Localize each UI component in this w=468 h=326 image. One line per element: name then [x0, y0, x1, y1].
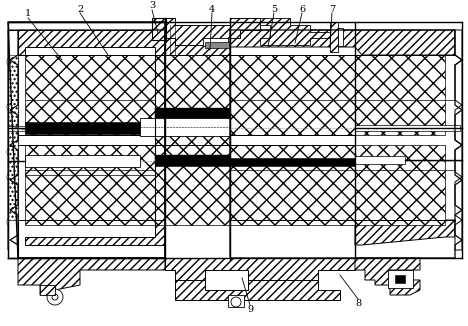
Text: 3: 3: [149, 2, 155, 10]
Circle shape: [7, 147, 17, 157]
Text: 9: 9: [247, 304, 253, 314]
Bar: [230, 55, 355, 135]
Bar: [25, 122, 140, 134]
Bar: [230, 145, 355, 225]
Bar: [355, 55, 445, 135]
Bar: [40, 285, 55, 295]
Bar: [8, 55, 18, 220]
Bar: [155, 155, 230, 165]
Polygon shape: [230, 30, 455, 55]
Circle shape: [47, 289, 63, 305]
Text: 2: 2: [77, 5, 83, 13]
Polygon shape: [230, 220, 455, 245]
Circle shape: [7, 217, 17, 227]
Bar: [25, 155, 140, 167]
Circle shape: [231, 297, 241, 307]
Polygon shape: [18, 220, 165, 245]
Polygon shape: [165, 258, 355, 280]
Circle shape: [52, 294, 58, 300]
Bar: [228, 295, 244, 307]
Bar: [330, 22, 338, 52]
Bar: [155, 55, 230, 225]
Polygon shape: [18, 258, 165, 295]
Bar: [355, 125, 460, 131]
Bar: [155, 108, 230, 118]
Bar: [25, 145, 155, 225]
Polygon shape: [355, 258, 420, 295]
Text: 7: 7: [329, 5, 335, 13]
Text: 4: 4: [209, 5, 215, 13]
Text: 6: 6: [299, 5, 305, 13]
Polygon shape: [8, 30, 18, 258]
Polygon shape: [18, 30, 165, 55]
Circle shape: [7, 172, 17, 182]
Bar: [140, 118, 230, 136]
Bar: [152, 18, 166, 40]
Text: 1: 1: [25, 9, 31, 19]
Bar: [155, 158, 355, 166]
Polygon shape: [455, 30, 462, 250]
Polygon shape: [205, 42, 230, 48]
Text: 8: 8: [355, 299, 361, 307]
Circle shape: [7, 102, 17, 112]
Bar: [355, 145, 445, 225]
Bar: [25, 55, 155, 135]
Text: 5: 5: [271, 5, 277, 13]
Bar: [8, 126, 25, 131]
Bar: [203, 38, 228, 46]
Polygon shape: [8, 30, 18, 250]
Polygon shape: [260, 18, 330, 45]
Circle shape: [7, 57, 17, 67]
Bar: [338, 28, 343, 46]
Bar: [395, 275, 405, 283]
Polygon shape: [155, 18, 260, 45]
Bar: [355, 156, 405, 164]
Polygon shape: [175, 280, 340, 300]
Bar: [388, 270, 413, 288]
Polygon shape: [165, 25, 230, 55]
